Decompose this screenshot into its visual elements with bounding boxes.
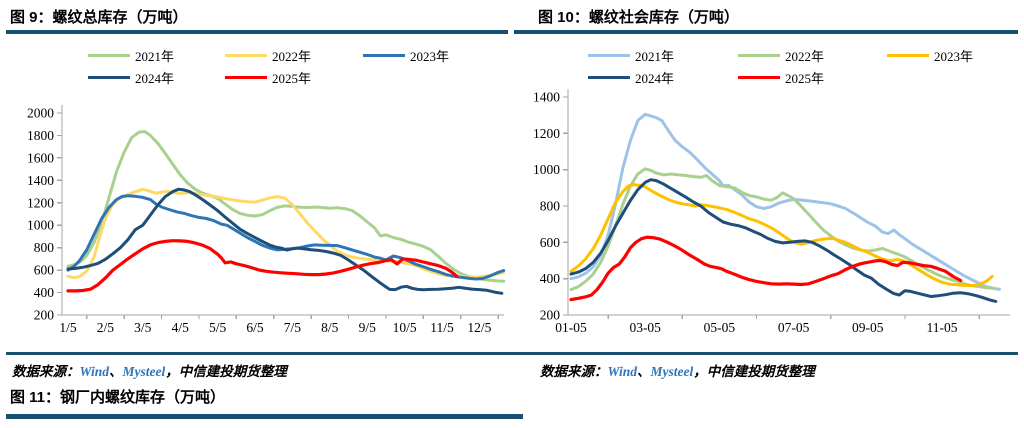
x-axis-label: 3/5 <box>134 320 152 335</box>
source-mysteel: Mysteel <box>650 364 694 379</box>
y-axis-label: 1000 <box>27 218 54 233</box>
figure11-title: 图 11：钢厂内螺纹库存（万吨） <box>10 389 226 406</box>
x-axis-label: 5/5 <box>209 320 227 335</box>
legend-label: 2023年 <box>410 48 450 64</box>
series-line-2025年 <box>66 239 459 293</box>
series-line-2021年 <box>569 112 1001 291</box>
figure10-chart: 200 400 600 800 1000 1200 1400 01-05 03-05 05-05 0… <box>533 89 1010 335</box>
legend-label: 2023年 <box>934 48 974 64</box>
legend-label: 2022年 <box>785 48 825 64</box>
legend-item-5: 2025年 <box>225 69 312 86</box>
legend-label: 2024年 <box>135 70 175 86</box>
y-axis-label: 600 <box>34 263 55 278</box>
series-line-2024年 <box>66 187 504 295</box>
y-axis-label: 400 <box>34 285 55 300</box>
series-line-2022年 <box>66 187 506 280</box>
y-axis-label: 1200 <box>533 126 560 141</box>
y-axis-label: 2000 <box>27 106 54 121</box>
source-separator2: ， <box>693 364 707 379</box>
source-mysteel: Mysteel <box>122 364 166 379</box>
legend-item-3: 2023年 <box>887 47 974 64</box>
series-line-2023年 <box>569 183 994 288</box>
x-axis-label: 1/5 <box>59 320 77 335</box>
y-axis-label: 1400 <box>533 90 560 105</box>
x-axis-label: 01-05 <box>555 320 587 335</box>
legend-label: 2022年 <box>272 48 312 64</box>
legend-swatch-icon <box>88 75 130 79</box>
y-axis-label: 800 <box>34 240 55 255</box>
x-axis-label: 11-05 <box>927 320 958 335</box>
x-axis-label: 7/5 <box>284 320 302 335</box>
legend-item-1: 2021年 <box>588 47 675 64</box>
legend-swatch-icon <box>225 53 267 57</box>
x-axis-label: 07-05 <box>778 320 810 335</box>
x-axis-label: 03-05 <box>629 320 661 335</box>
x-axis-label: 6/5 <box>246 320 264 335</box>
legend-item-1: 2021年 <box>88 47 175 64</box>
y-axis-label: 1600 <box>27 150 54 165</box>
x-axis-label: 10/5 <box>393 320 417 335</box>
y-axis-label: 200 <box>540 308 561 323</box>
x-axis-label: 09-05 <box>852 320 884 335</box>
figure9-title: 图 9：螺纹总库存（万吨） <box>10 9 188 26</box>
source-wind: Wind <box>79 364 110 379</box>
series-line-2022年 <box>569 167 996 292</box>
source-separator: 、 <box>109 364 123 379</box>
figure10-title: 图 10：螺纹社会库存（万吨） <box>538 9 739 26</box>
y-axis-label: 200 <box>34 308 55 323</box>
legend-item-4: 2024年 <box>588 69 675 86</box>
legend-item-4: 2024年 <box>88 69 175 86</box>
source-prefix: 数据来源： <box>12 364 80 379</box>
y-axis-label: 800 <box>540 199 561 214</box>
legend-label: 2021年 <box>635 48 675 64</box>
source-rest: 中信建投期货整理 <box>706 364 815 379</box>
x-axis-label: 2/5 <box>97 320 115 335</box>
series-line-2021年 <box>66 130 506 283</box>
legend-swatch-icon <box>225 75 267 79</box>
legend-item-5: 2025年 <box>738 69 825 86</box>
legend-label: 2021年 <box>135 48 175 64</box>
legend-swatch-icon <box>363 53 405 57</box>
legend-swatch-icon <box>887 53 929 57</box>
section-divider-rule <box>6 352 1018 355</box>
y-axis-label: 1000 <box>533 162 560 177</box>
legend-item-3: 2023年 <box>363 47 450 64</box>
legend-label: 2025年 <box>272 70 312 86</box>
y-axis-label: 400 <box>540 271 561 286</box>
source-separator: 、 <box>637 364 651 379</box>
y-axis-label: 1400 <box>27 173 54 188</box>
figure9-source-note: 数据来源：Wind、Mysteel，中信建投期货整理 <box>12 360 287 380</box>
figure10-source-note: 数据来源：Wind、Mysteel，中信建投期货整理 <box>540 360 815 380</box>
x-axis-label: 11/5 <box>430 320 454 335</box>
legend-label: 2025年 <box>785 70 825 86</box>
figure9-title-rule <box>6 30 508 34</box>
y-axis-label: 1200 <box>27 195 54 210</box>
source-separator2: ， <box>165 364 179 379</box>
source-prefix: 数据来源： <box>540 364 608 379</box>
legend-swatch-icon <box>588 75 630 79</box>
figure11-title-rule <box>6 414 523 419</box>
legend-swatch-icon <box>88 53 130 57</box>
series-line-2024年 <box>569 178 998 303</box>
x-axis-label: 9/5 <box>359 320 377 335</box>
series-line-2025年 <box>569 235 963 302</box>
figure9-chart: 200 400 600 800 1000 1200 1400 1600 1800 2000 1/5 2… <box>27 105 506 335</box>
x-axis-label: 8/5 <box>321 320 339 335</box>
legend-swatch-icon <box>588 53 630 57</box>
legend-label: 2024年 <box>635 70 675 86</box>
figure10-title-rule <box>514 30 1018 34</box>
x-axis-label: 12/5 <box>467 320 491 335</box>
legend-item-2: 2022年 <box>225 47 312 64</box>
legend-swatch-icon <box>738 53 780 57</box>
x-axis-label: 4/5 <box>172 320 190 335</box>
legend-swatch-icon <box>738 75 780 79</box>
y-axis-label: 1800 <box>27 128 54 143</box>
source-wind: Wind <box>607 364 638 379</box>
y-axis-label: 600 <box>540 235 561 250</box>
x-axis-label: 05-05 <box>704 320 736 335</box>
legend-item-2: 2022年 <box>738 47 825 64</box>
source-rest: 中信建投期货整理 <box>178 364 287 379</box>
